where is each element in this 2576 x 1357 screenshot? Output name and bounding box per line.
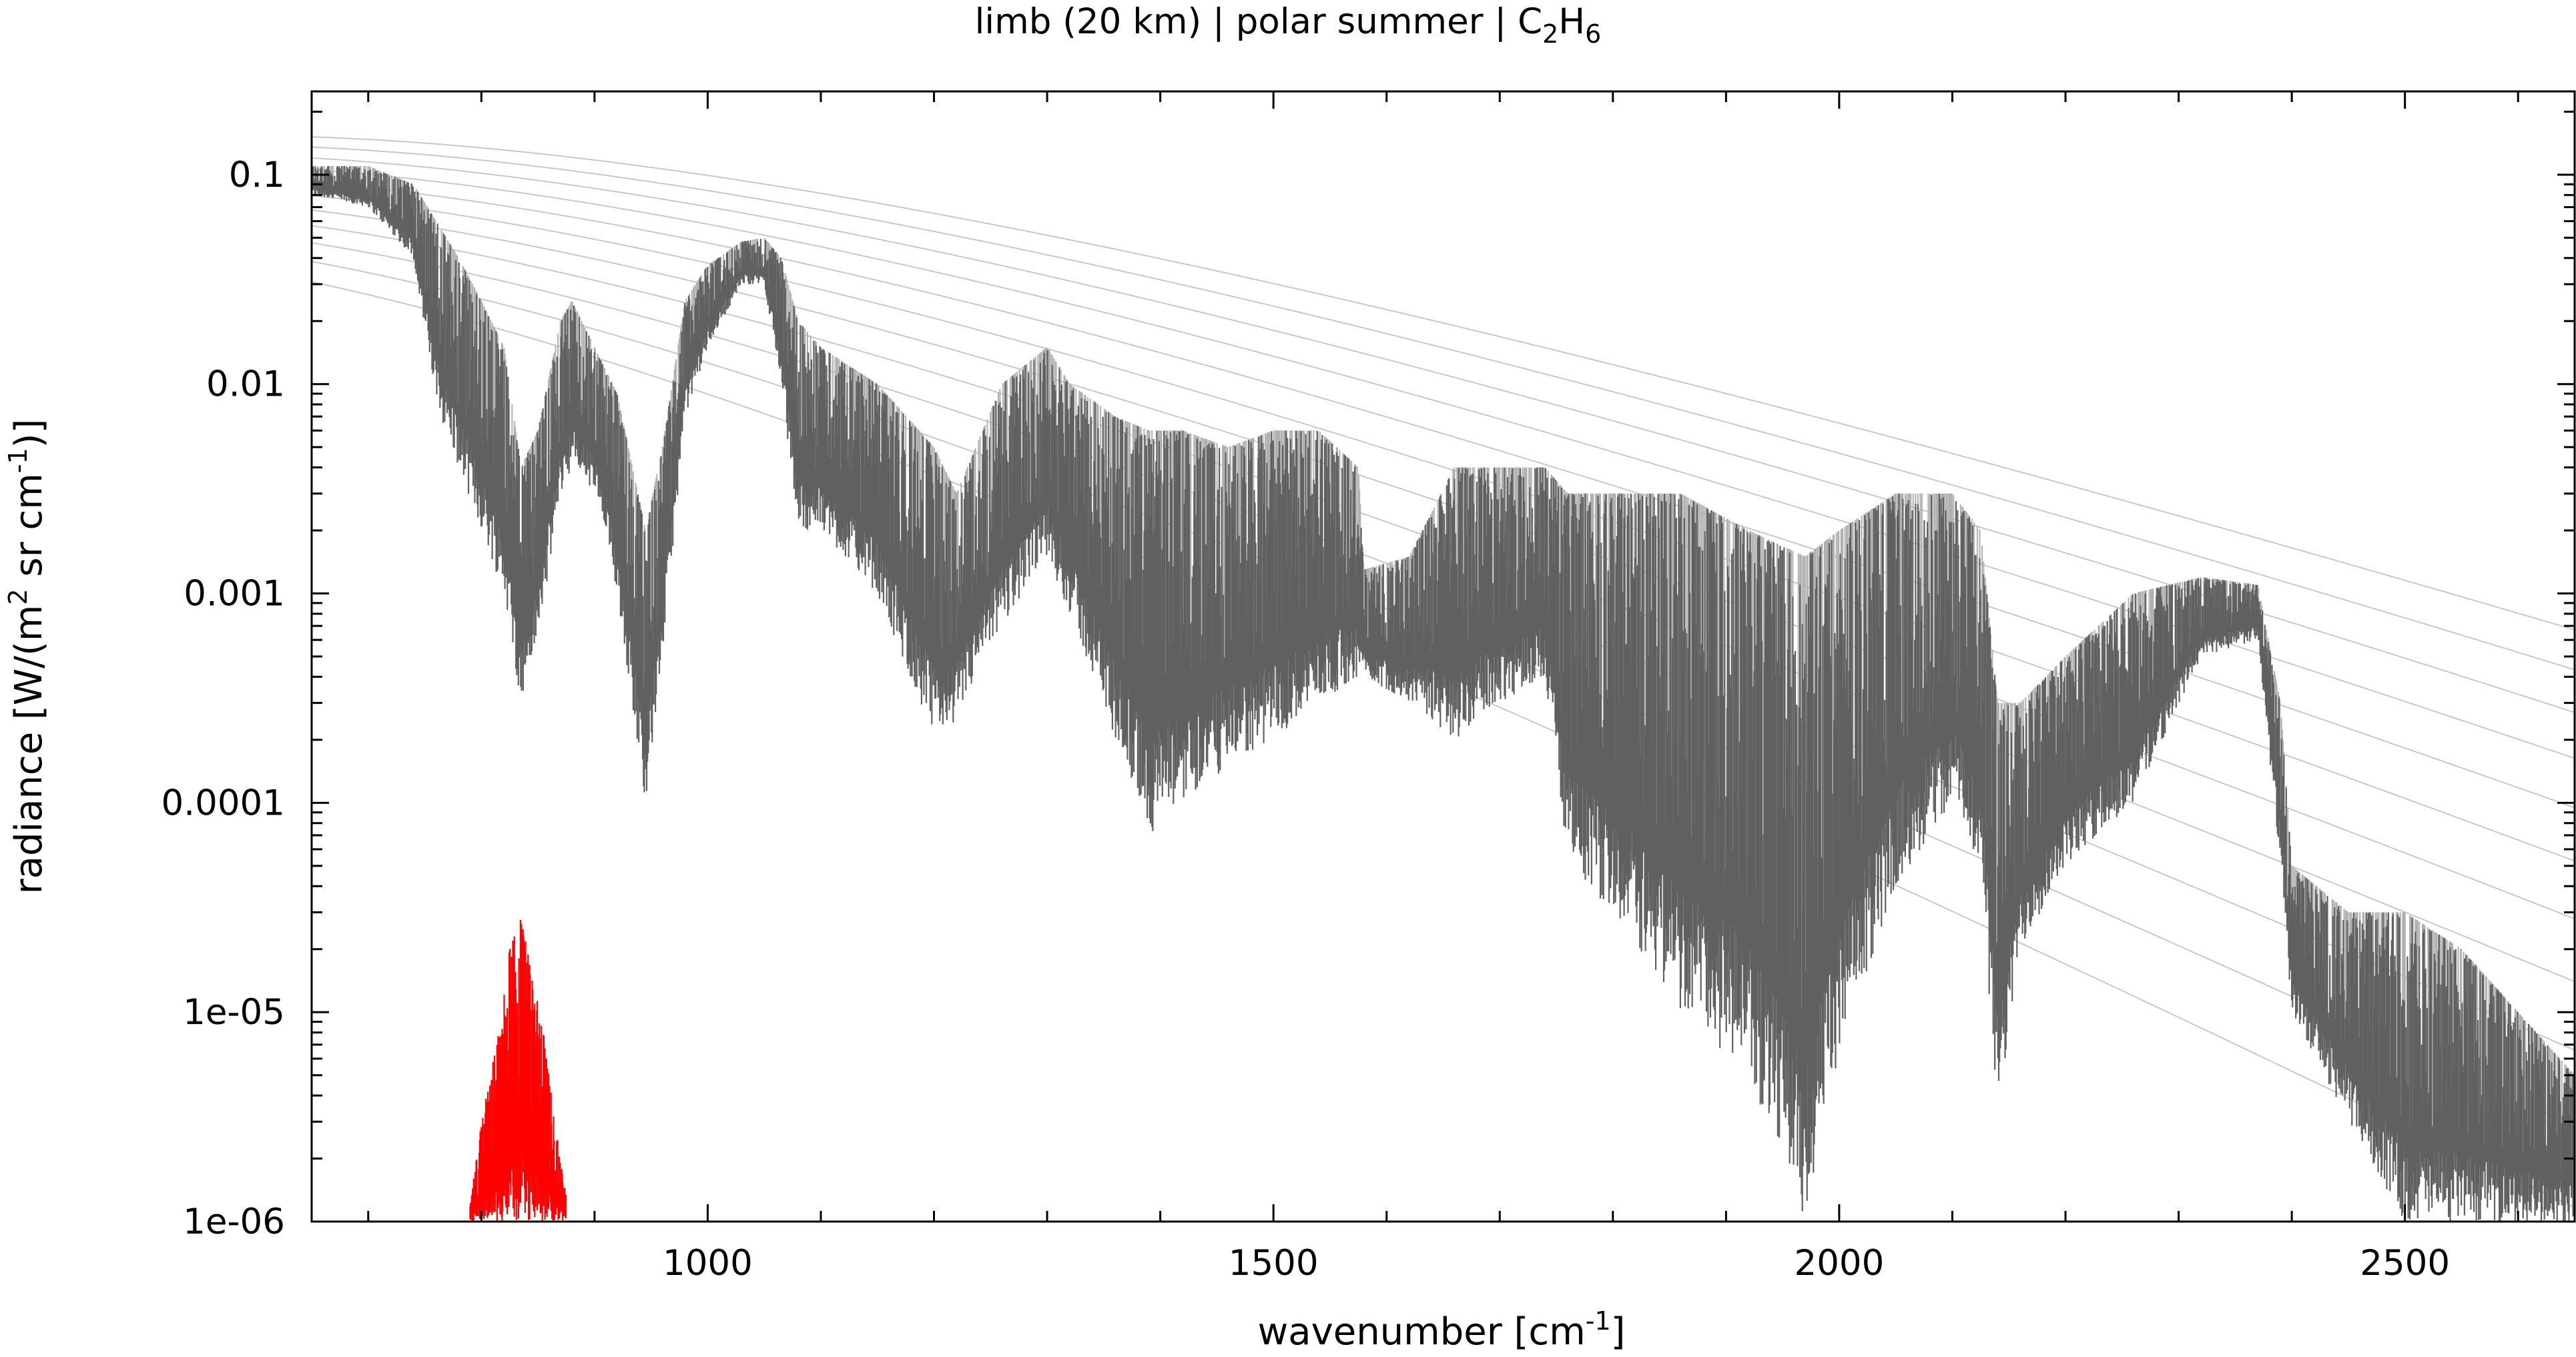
x-tick-label: 2000 — [1794, 1243, 1884, 1284]
y-tick-label: 0.01 — [206, 364, 285, 405]
reference-curve — [312, 181, 2575, 809]
chart-title: limb (20 km) | polar summer | C2H6 — [975, 1, 1602, 49]
reference-curve — [312, 136, 2575, 631]
spectrum-lines — [312, 165, 2575, 1222]
y-axis-ticks: 0.1 0.01 0.001 0.0001 1e-05 1e-06 — [162, 110, 2575, 1242]
spectrum-lines — [469, 920, 567, 1222]
y-tick-label: 1e-05 — [183, 992, 285, 1033]
y-tick-label: 1e-06 — [183, 1202, 285, 1242]
reference-curve — [312, 146, 2575, 670]
reference-curve — [312, 157, 2575, 713]
x-axis-label: wavenumber [cm-1] — [1257, 1306, 1625, 1354]
reference-curve — [312, 195, 2575, 862]
x-tick-label: 1000 — [663, 1243, 753, 1284]
x-tick-label: 1500 — [1229, 1243, 1319, 1284]
y-tick-label: 0.0001 — [162, 783, 285, 823]
x-tick-label: 2500 — [2360, 1243, 2450, 1284]
c2h6-spectrum — [469, 920, 567, 1222]
reference-curve — [312, 281, 2575, 1209]
y-tick-label: 0.1 — [229, 155, 285, 195]
reference-curve — [312, 209, 2575, 920]
x-axis-ticks: 1000 1500 2000 2500 — [367, 91, 2519, 1284]
y-tick-label: 0.001 — [184, 574, 285, 614]
radiance-spectrum — [312, 165, 2575, 1222]
y-axis-label: radiance [W/(m2 sr cm-1)] — [3, 419, 51, 895]
